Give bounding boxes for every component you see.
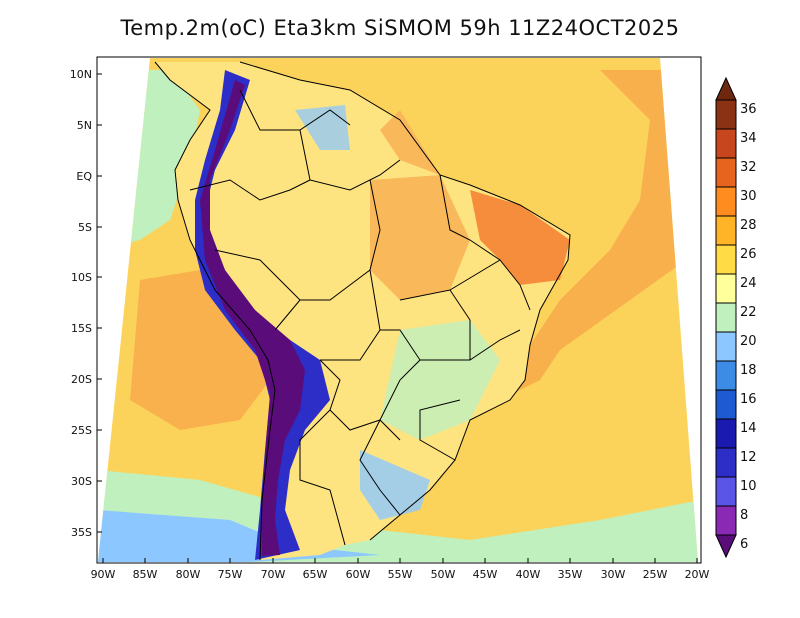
colorbar-segment bbox=[715, 447, 737, 478]
lon-label: 80W bbox=[176, 568, 201, 581]
colorbar-top-arrow bbox=[715, 76, 737, 101]
lat-axis: 10N 5N EQ 5S 10S 15S 20S 25S 30S 35S bbox=[70, 68, 102, 539]
temperature-field bbox=[98, 58, 698, 562]
lon-axis: 90W 85W 80W 75W 70W 65W 60W 55W 50W 45W … bbox=[91, 558, 710, 581]
colorbar: 36 34 32 30 28 26 24 22 20 18 16 14 12 1… bbox=[715, 76, 757, 559]
lon-label: 40W bbox=[516, 568, 541, 581]
colorbar-label: 22 bbox=[740, 305, 757, 320]
colorbar-label: 12 bbox=[740, 450, 757, 465]
lon-label: 60W bbox=[346, 568, 371, 581]
colorbar-segment bbox=[715, 157, 737, 188]
colorbar-segment bbox=[715, 273, 737, 304]
colorbar-segment bbox=[715, 476, 737, 507]
lon-label: 45W bbox=[473, 568, 498, 581]
colorbar-segment bbox=[715, 99, 737, 130]
lon-label: 70W bbox=[261, 568, 286, 581]
andes-high-peaks bbox=[200, 80, 305, 556]
colorbar-segment bbox=[715, 302, 737, 333]
lon-label: 75W bbox=[218, 568, 243, 581]
colorbar-segment bbox=[715, 244, 737, 275]
colorbar-label: 30 bbox=[740, 189, 757, 204]
north-warm-zone bbox=[380, 110, 440, 175]
northeast-hot-zone bbox=[470, 190, 570, 285]
lat-label: 5S bbox=[78, 221, 92, 234]
continent bbox=[155, 62, 570, 560]
lat-label: 10N bbox=[70, 68, 92, 81]
lon-label: 30W bbox=[601, 568, 626, 581]
lat-label: 20S bbox=[71, 373, 92, 386]
colorbar-label: 20 bbox=[740, 334, 757, 349]
colorbar-label: 28 bbox=[740, 218, 757, 233]
colorbar-label: 10 bbox=[740, 479, 757, 494]
colorbar-segment bbox=[715, 215, 737, 246]
lon-label: 90W bbox=[91, 568, 116, 581]
colorbar-label: 16 bbox=[740, 392, 757, 407]
lon-label: 55W bbox=[388, 568, 413, 581]
colorbar-label: 32 bbox=[740, 160, 757, 175]
lat-label: 25S bbox=[71, 424, 92, 437]
guiana-cool-zone bbox=[295, 105, 350, 150]
lat-label: 30S bbox=[71, 475, 92, 488]
lon-label: 85W bbox=[133, 568, 158, 581]
colorbar-segment bbox=[715, 186, 737, 217]
colorbar-segment bbox=[715, 331, 737, 362]
lat-label: 35S bbox=[71, 526, 92, 539]
lat-label: 5N bbox=[77, 119, 92, 132]
country-borders bbox=[154, 61, 571, 561]
lon-label: 20W bbox=[685, 568, 710, 581]
colorbar-label: 24 bbox=[740, 276, 757, 291]
colorbar-segment bbox=[715, 128, 737, 159]
lat-label: 15S bbox=[71, 322, 92, 335]
colorbar-label: 8 bbox=[740, 508, 748, 523]
lon-label: 35W bbox=[558, 568, 583, 581]
colorbar-label: 18 bbox=[740, 363, 757, 378]
colorbar-label: 36 bbox=[740, 102, 757, 117]
lat-label: EQ bbox=[76, 170, 92, 183]
colorbar-label: 14 bbox=[740, 421, 757, 436]
colorbar-segment bbox=[715, 389, 737, 420]
lon-label: 25W bbox=[643, 568, 668, 581]
colorbar-segment bbox=[715, 360, 737, 391]
lon-label: 65W bbox=[303, 568, 328, 581]
map-title: Temp.2m(oC) Eta3km SiSMOM 59h 11Z24OCT20… bbox=[120, 16, 680, 40]
andes-mountains bbox=[195, 70, 330, 560]
south-cool-zone bbox=[360, 450, 430, 520]
colorbar-label: 6 bbox=[740, 537, 748, 552]
colorbar-segment bbox=[715, 505, 737, 536]
colorbar-segment bbox=[715, 418, 737, 449]
colorbar-label: 26 bbox=[740, 247, 757, 262]
colorbar-label: 34 bbox=[740, 131, 757, 146]
lat-label: 10S bbox=[71, 271, 92, 284]
colorbar-bottom-arrow bbox=[715, 534, 737, 559]
lon-label: 50W bbox=[431, 568, 456, 581]
central-warm-zone bbox=[370, 175, 470, 300]
